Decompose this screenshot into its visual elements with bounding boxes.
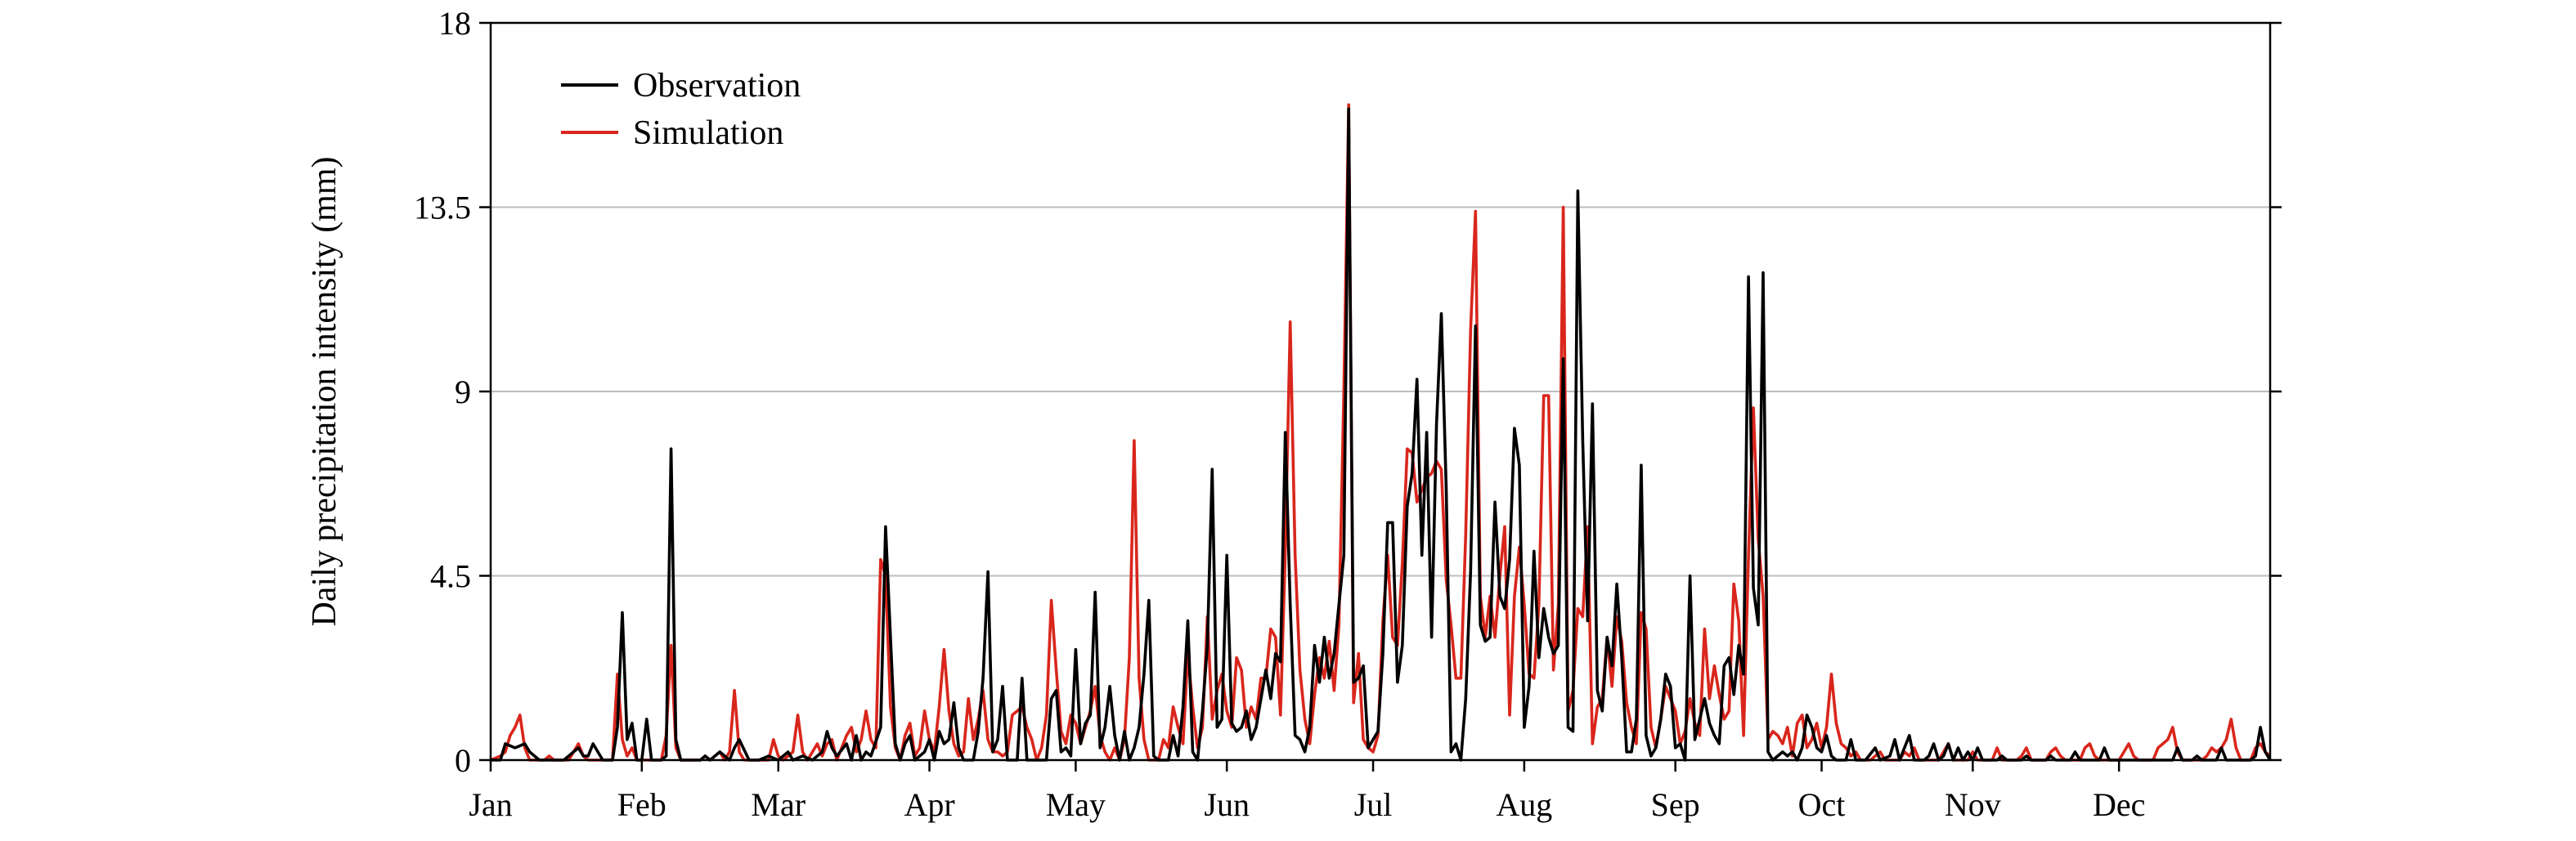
- y-tick-label: 18: [438, 5, 471, 42]
- x-tick-label: Nov: [1945, 786, 2001, 823]
- x-tick-label: Dec: [2093, 786, 2145, 823]
- x-tick-label: Jul: [1354, 786, 1393, 823]
- series-lines: [490, 103, 2272, 762]
- legend-label-simulation: Simulation: [633, 114, 783, 152]
- x-tick-label: Mar: [751, 786, 806, 823]
- y-tick-label: 4.5: [430, 558, 471, 595]
- x-tick-label: Jan: [469, 786, 512, 823]
- axis-ticks: 0 4.5 9 13.5 18 Jan Feb Mar Apr May Jun Jul Aug Sep Oc…: [414, 5, 2282, 823]
- legend: Observation Simulation: [561, 67, 801, 152]
- y-tick-label: 9: [455, 374, 471, 410]
- legend-label-observation: Observation: [633, 67, 801, 105]
- x-tick-label: Aug: [1496, 786, 1552, 823]
- x-tick-label: Sep: [1651, 786, 1700, 823]
- x-tick-label: May: [1046, 786, 1106, 823]
- gridlines: [491, 206, 2270, 577]
- series-line-simulation: [490, 103, 2272, 762]
- x-tick-label: Apr: [904, 786, 954, 823]
- y-tick-label: 0: [455, 742, 471, 779]
- x-tick-label: Feb: [617, 786, 666, 823]
- y-axis-label: Daily precipitation intensity (mm): [306, 156, 343, 626]
- y-tick-label: 13.5: [414, 190, 471, 226]
- x-tick-label: Jun: [1204, 786, 1250, 823]
- x-tick-label: Oct: [1798, 786, 1846, 823]
